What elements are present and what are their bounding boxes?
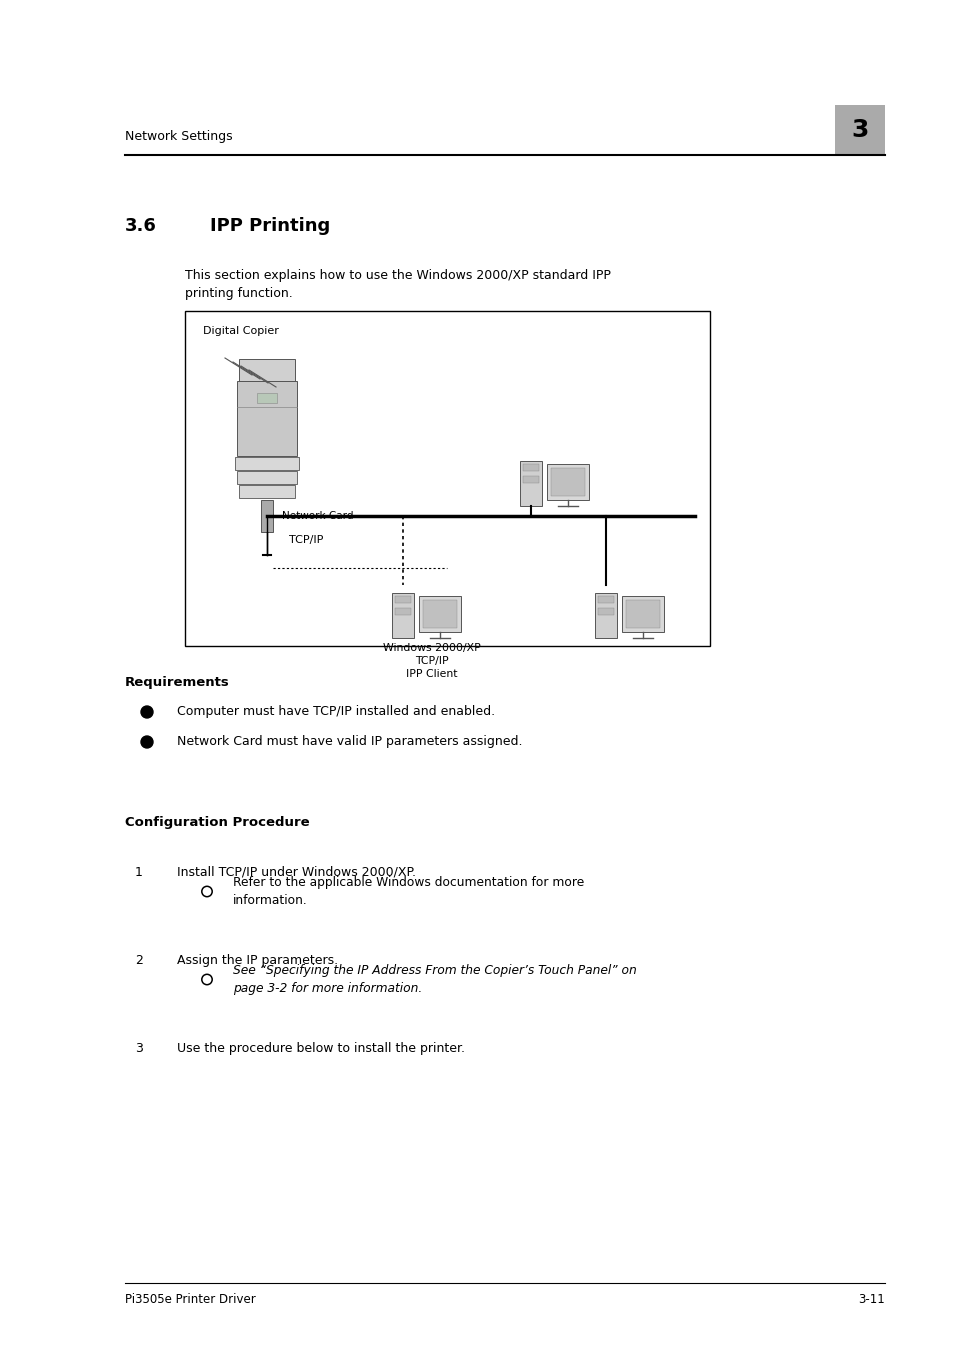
Bar bbox=[598, 596, 614, 603]
Bar bbox=[422, 600, 456, 628]
Bar bbox=[234, 457, 298, 470]
Text: TCP/IP: TCP/IP bbox=[289, 535, 323, 544]
Text: See “Specifying the IP Address From the Copier’s Touch Panel” on
page 3-2 for mo: See “Specifying the IP Address From the … bbox=[233, 963, 636, 996]
Text: 1: 1 bbox=[135, 866, 143, 880]
Bar bbox=[598, 608, 614, 615]
Bar bbox=[522, 476, 538, 484]
Bar bbox=[395, 608, 411, 615]
Text: 2: 2 bbox=[135, 954, 143, 967]
Text: 3: 3 bbox=[850, 118, 868, 142]
Text: Digital Copier: Digital Copier bbox=[203, 326, 278, 336]
Bar bbox=[621, 596, 663, 632]
Bar bbox=[551, 467, 584, 496]
Bar bbox=[185, 311, 709, 646]
Text: 3: 3 bbox=[135, 1042, 143, 1055]
Bar bbox=[239, 359, 294, 381]
Bar bbox=[519, 461, 541, 507]
Text: Network Settings: Network Settings bbox=[125, 130, 233, 143]
Bar bbox=[392, 593, 414, 638]
Bar bbox=[395, 596, 411, 603]
Text: Install TCP/IP under Windows 2000/XP.: Install TCP/IP under Windows 2000/XP. bbox=[177, 866, 416, 880]
Bar bbox=[595, 593, 617, 638]
Text: Assign the IP parameters.: Assign the IP parameters. bbox=[177, 954, 337, 967]
Text: Windows 2000/XP
TCP/IP
IPP Client: Windows 2000/XP TCP/IP IPP Client bbox=[383, 643, 480, 680]
Text: Configuration Procedure: Configuration Procedure bbox=[125, 816, 310, 830]
Bar bbox=[261, 500, 273, 532]
Text: Requirements: Requirements bbox=[125, 676, 230, 689]
Text: Network Card: Network Card bbox=[282, 511, 354, 521]
Text: 3-11: 3-11 bbox=[858, 1293, 884, 1306]
Bar bbox=[625, 600, 659, 628]
Text: Network Card must have valid IP parameters assigned.: Network Card must have valid IP paramete… bbox=[177, 735, 522, 748]
Circle shape bbox=[141, 736, 152, 748]
Text: Computer must have TCP/IP installed and enabled.: Computer must have TCP/IP installed and … bbox=[177, 705, 495, 719]
Bar bbox=[239, 485, 294, 499]
Text: Pi3505e Printer Driver: Pi3505e Printer Driver bbox=[125, 1293, 255, 1306]
Text: 3.6: 3.6 bbox=[125, 218, 156, 235]
Text: Refer to the applicable Windows documentation for more
information.: Refer to the applicable Windows document… bbox=[233, 875, 583, 908]
Bar bbox=[522, 463, 538, 471]
Text: IPP Printing: IPP Printing bbox=[210, 218, 330, 235]
Bar bbox=[546, 463, 588, 500]
Bar bbox=[256, 393, 276, 404]
Bar bbox=[418, 596, 460, 632]
Bar bbox=[236, 471, 296, 484]
Text: This section explains how to use the Windows 2000/XP standard IPP
printing funct: This section explains how to use the Win… bbox=[185, 269, 610, 300]
Text: Use the procedure below to install the printer.: Use the procedure below to install the p… bbox=[177, 1042, 464, 1055]
Bar bbox=[236, 381, 296, 457]
Bar bbox=[834, 105, 884, 155]
Circle shape bbox=[141, 707, 152, 717]
